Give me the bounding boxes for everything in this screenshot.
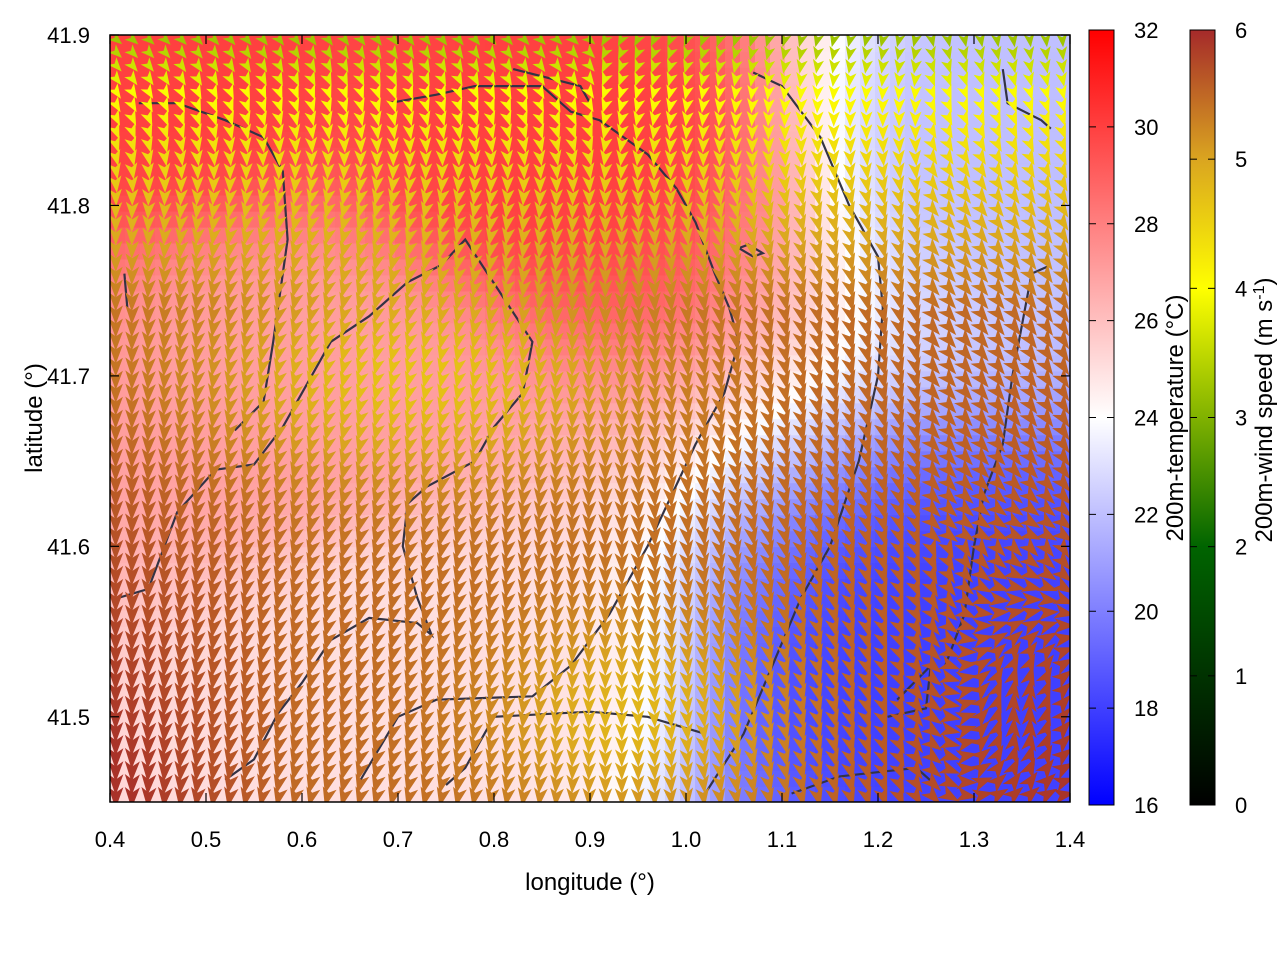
heat-cell [590,51,606,68]
heat-cell [425,146,441,164]
heat-cell [425,354,441,372]
heat-cell [425,370,441,388]
heat-cell [410,418,426,436]
heat-cell [590,210,606,228]
heat-cell [245,226,261,244]
heat-cell [425,434,441,452]
heat-cell [425,226,441,244]
heat-cell [500,210,516,228]
heat-cell [605,82,621,100]
heat-cell [440,370,456,388]
heat-cell [200,82,216,100]
heat-cell [590,35,606,52]
heat-cell [245,434,261,452]
heat-cell [245,578,261,596]
heat-cell [395,82,411,100]
heat-cell [605,498,621,516]
heat-cell [410,67,426,84]
heat-cell [590,354,606,372]
heat-cell [425,578,441,596]
plot-area [110,35,1070,802]
heat-cell [395,146,411,164]
heat-cell [575,146,591,164]
heat-cell [230,82,246,100]
heat-cell [380,82,396,100]
heat-cell [440,226,456,244]
heat-cell [425,290,441,308]
heat-cell [215,82,231,100]
heat-cell [605,210,621,228]
heat-cell [590,498,606,516]
heat-cell [410,146,426,164]
heat-cell [590,706,606,723]
heat-cell [155,98,171,116]
heat-cell [245,290,261,308]
heat-cell [425,722,441,739]
heat-cell [605,67,621,84]
heat-cell [590,642,606,659]
heat-cell [125,114,141,132]
heat-cell [230,130,246,148]
heat-cell [320,130,336,148]
heat-cell [245,722,261,739]
heat-cell [425,642,441,659]
heat-cell [590,82,606,100]
heat-cell [605,354,621,372]
heat-cell [215,146,231,164]
heat-cell [575,51,591,68]
heat-cell [110,51,126,68]
heat-cell [410,130,426,148]
heat-cell [410,82,426,100]
